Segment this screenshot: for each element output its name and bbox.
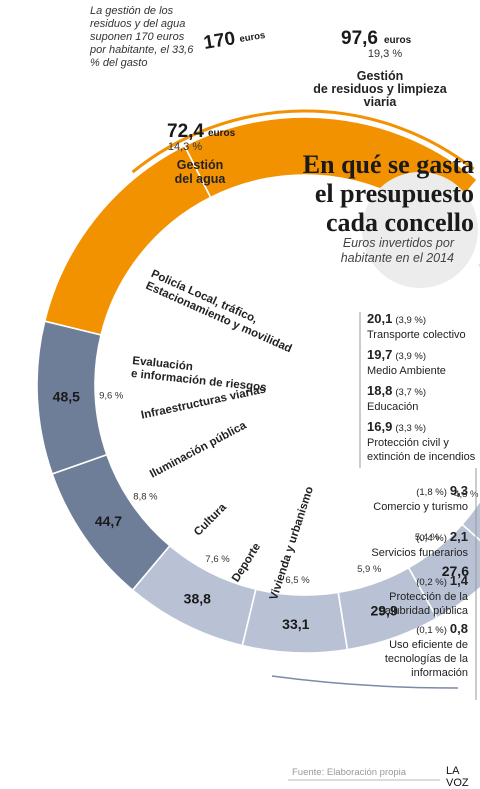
highlight-arc <box>131 109 475 174</box>
slice-pct-7: 5,9 % <box>357 564 382 575</box>
small-item-4: 16,9 (3,3 %) Protección civil y extinción… <box>367 419 476 464</box>
coin-decoration <box>362 172 478 288</box>
ring-slice-6 <box>241 588 349 654</box>
ring-slice-7 <box>337 566 439 651</box>
minor-bracket <box>271 675 459 689</box>
slice-pct-4: 8,8 % <box>133 491 158 502</box>
slice-pct-5: 7,6 % <box>205 554 230 565</box>
slice-name-2: Gestión del agua <box>174 158 226 186</box>
slice-unit-2: euros <box>208 128 236 139</box>
slice-value-1: 97,6 <box>341 28 378 49</box>
small-item-6: (0,4 %) 2,1 Servicios funerarios <box>371 529 468 560</box>
slice-value-2: 72,4 <box>167 121 204 142</box>
slice-value-8: 27,6 <box>442 563 469 579</box>
small-item-8: (0,1 %) 0,8 Uso eficiente de tecnologías … <box>384 621 468 680</box>
slice-pct-6: 6,5 % <box>285 575 310 586</box>
ring-minor-slice-6 <box>475 261 480 271</box>
total-unit: euros <box>239 30 266 45</box>
small-item-2: 19,7 (3,9 %) Medio Ambiente <box>367 347 446 378</box>
ring-slice-8 <box>407 523 480 620</box>
slice-pct-9: 4,5 % <box>454 489 479 500</box>
ring-slice-3 <box>36 320 108 475</box>
ring-slice-4 <box>51 453 172 592</box>
slice-value-6: 33,1 <box>282 616 309 632</box>
slice-value-3: 48,5 <box>53 389 80 405</box>
small-item-7: (0,2 %) 1,4 Protección de la salubridad p… <box>379 573 468 618</box>
slice-name-1: Gestión de residuos y limpieza viaria <box>313 69 447 109</box>
total-value: 170 <box>202 28 237 54</box>
source-note: Fuente: Elaboración propia <box>292 767 407 778</box>
slice-pct-3: 9,6 % <box>99 391 124 402</box>
ring-slice-5 <box>131 544 257 647</box>
slice-pct-2: 14,3 % <box>168 141 202 153</box>
slice-pct-1: 19,3 % <box>368 48 402 60</box>
slice-unit-1: euros <box>384 35 412 46</box>
page-subtitle: Euros invertidos por habitante en el 201… <box>340 236 454 265</box>
slice-pct-8: 5,4 % <box>415 532 440 543</box>
small-item-1: 20,1 (3,9 %) Transporte colectivo <box>367 311 466 342</box>
small-item-5: (1,8 %) 9,3 Comercio y turismo <box>373 483 468 514</box>
slice-value-4: 44,7 <box>95 513 122 529</box>
brand-logo: LA VOZ <box>446 765 469 789</box>
water-waste-note: La gestión de los residuos y del agua su… <box>90 5 194 69</box>
page-title: En qué se gasta el presupuesto cada conc… <box>302 150 474 237</box>
slice-value-5: 38,8 <box>184 590 211 606</box>
small-item-3: 18,8 (3,7 %) Educación <box>367 383 426 414</box>
ring-slice-2 <box>43 144 212 336</box>
slice-value-7: 29,9 <box>370 603 397 619</box>
